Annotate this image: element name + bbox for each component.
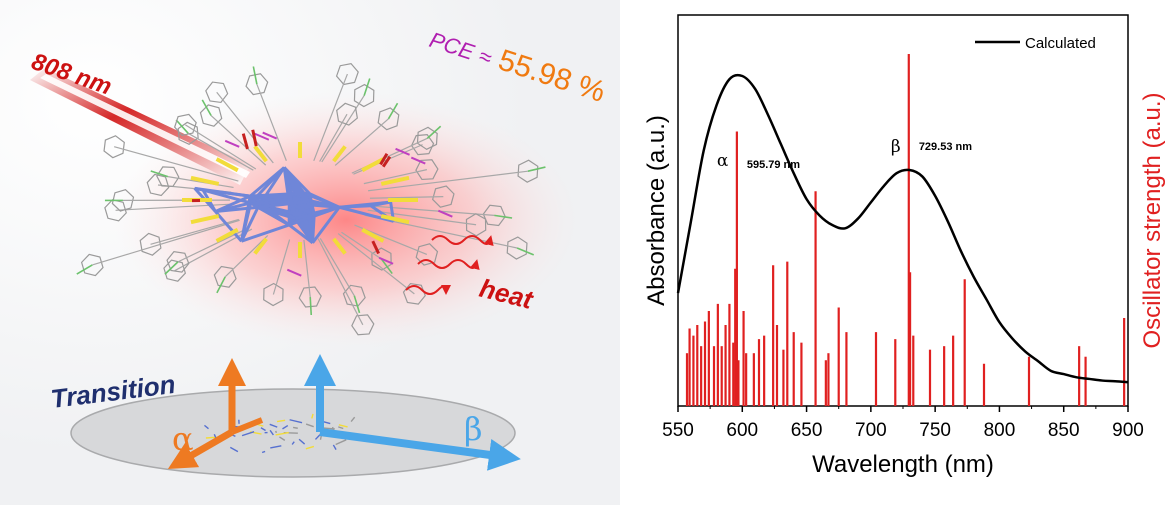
series-line-calculated [676,73,1129,384]
annotation-symbol: β [891,137,901,157]
transition-dipole-axes-icon [70,354,521,478]
x-tick-label: 650 [791,420,823,441]
x-tick-label: 900 [1112,420,1144,441]
legend-label-calculated: Calculated [1025,35,1096,52]
y-axis-right-label: Oscillator strength (a.u.) [1139,92,1166,348]
x-axis-label: Wavelength (nm) [812,451,994,478]
annotation-label: 595.79 nm [747,159,800,171]
nanocluster-molecule-icon [76,63,546,336]
nanocluster-illustration: 808 nm PCE ≈ 55.98 % heat Transition α β [0,0,620,505]
beta-label: β [464,410,483,448]
x-axis-ticks: 550 600 650 700 750 800 850 900 [662,406,1144,441]
legend: Calculated [975,35,1096,52]
x-tick-label: 750 [919,420,951,441]
x-tick-label: 850 [1048,420,1080,441]
absorbance-chart: 550 600 650 700 750 800 850 900 Wavelength (nm)… [643,14,1166,478]
x-tick-label: 700 [855,420,887,441]
plot-frame [677,14,1129,407]
alpha-label: α [172,420,194,458]
x-tick-label: 600 [726,420,758,441]
heat-wave-icon [405,235,494,295]
oscillator-sticks [685,54,1126,406]
laser-beam-icon [30,68,250,185]
annotation-symbol: α [717,151,729,171]
x-tick-label: 550 [662,420,694,441]
peak-annotations: α 595.79 nm β 729.53 nm [717,137,972,171]
annotation-label: 729.53 nm [919,141,972,153]
x-tick-label: 800 [984,420,1016,441]
y-axis-left-label: Absorbance (a.u.) [643,115,670,306]
